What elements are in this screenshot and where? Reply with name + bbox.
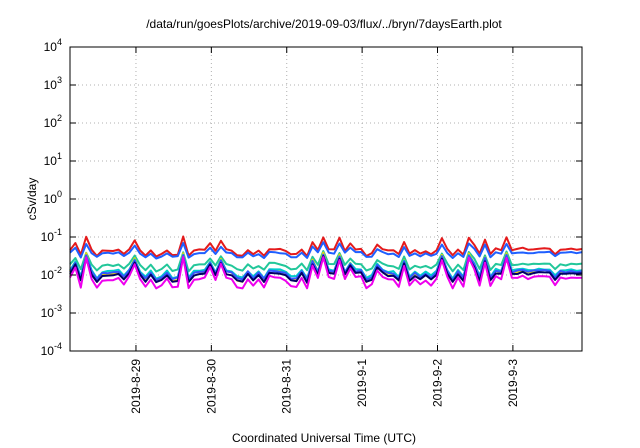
x-tick-label: 2019-9-3 xyxy=(506,359,520,407)
y-tick-label: 104 xyxy=(44,37,62,54)
y-axis-label: cSv/day xyxy=(25,178,39,221)
grid xyxy=(70,47,582,351)
x-axis-ticks: 2019-8-29 2019-8-30 2019-8-31 2019-9-1 2019-… xyxy=(129,47,520,414)
y-tick-label: 100 xyxy=(44,189,62,206)
x-axis-label: Coordinated Universal Time (UTC) xyxy=(232,431,416,445)
y-tick-label: 10-4 xyxy=(41,341,62,358)
series-lines xyxy=(69,235,583,290)
y-tick-label: 10-1 xyxy=(41,227,62,244)
y-tick-label: 103 xyxy=(44,75,62,92)
y-axis-ticks: 10-4 10-3 10-2 10-1 100 101 102 103 104 xyxy=(41,37,582,358)
series-line xyxy=(69,235,583,258)
x-tick-label: 2019-9-1 xyxy=(355,359,369,407)
series-line xyxy=(69,256,583,290)
series-line xyxy=(69,250,583,273)
chart-title: /data/run/goesPlots/archive/2019-09-03/f… xyxy=(146,17,502,31)
series-line xyxy=(69,241,583,260)
x-tick-label: 2019-8-29 xyxy=(129,359,143,414)
x-tick-label: 2019-9-2 xyxy=(431,359,445,407)
y-tick-label: 10-3 xyxy=(41,303,62,320)
y-tick-label: 101 xyxy=(44,151,62,168)
x-tick-label: 2019-8-30 xyxy=(204,359,218,414)
y-tick-label: 102 xyxy=(44,113,62,130)
y-tick-label: 10-2 xyxy=(41,265,62,282)
x-tick-label: 2019-8-31 xyxy=(280,359,294,414)
